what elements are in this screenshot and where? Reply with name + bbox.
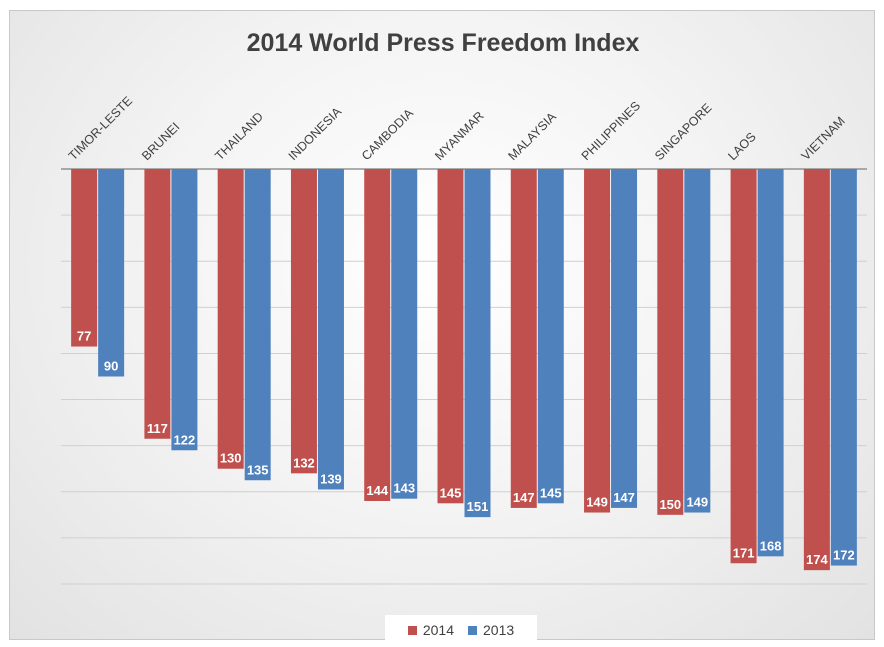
data-label-2014-laos: 171	[733, 545, 755, 560]
chart-title: 2014 World Press Freedom Index	[246, 29, 640, 57]
bar-2013-vietnam	[830, 169, 857, 566]
bar-chart: 77 90 TIMOR-LESTE 117 122 BRUNEI 130 135 THAILAN…	[61, 94, 867, 585]
bar-2013-myanmar	[464, 169, 491, 518]
data-label-2013-cambodia: 143	[393, 481, 415, 496]
bar-2013-thailand	[244, 169, 271, 481]
data-label-2013-laos: 168	[760, 538, 782, 553]
bar-2014-philippines	[584, 169, 611, 513]
category-label: SINGAPORE	[652, 101, 714, 163]
bar-2013-timor-leste	[98, 169, 125, 377]
legend-label-2013: 2013	[483, 622, 515, 638]
data-label-2014-indonesia: 132	[293, 455, 315, 470]
legend: 2014 2013	[385, 615, 537, 645]
bar-2013-laos	[757, 169, 784, 557]
data-label-2014-vietnam: 174	[806, 552, 828, 567]
chart-frame: 2014 World Press Freedom Index 77 90 TIMOR…	[9, 10, 875, 645]
bar-2014-laos	[730, 169, 757, 564]
data-label-2013-thailand: 135	[247, 462, 269, 477]
bar-2014-malaysia	[510, 169, 537, 508]
category-label: BRUNEI	[139, 120, 182, 163]
bar-2014-vietnam	[803, 169, 830, 571]
data-label-2014-singapore: 150	[659, 497, 681, 512]
bar-2013-singapore	[684, 169, 711, 513]
data-label-2014-philippines: 149	[586, 495, 608, 510]
category-label: MALAYSIA	[505, 109, 559, 163]
data-label-2013-singapore: 149	[686, 495, 708, 510]
bar-2014-thailand	[217, 169, 244, 469]
category-label: VIETNAM	[799, 114, 848, 163]
data-label-2014-myanmar: 145	[440, 485, 462, 500]
data-label-2013-indonesia: 139	[320, 471, 342, 486]
data-label-2014-brunei: 117	[147, 421, 168, 436]
category-label: PHILIPPINES	[579, 99, 643, 163]
legend-entry-2014: 2014	[407, 622, 454, 638]
legend-swatch-2013	[468, 625, 477, 635]
data-label-2013-brunei: 122	[174, 432, 196, 447]
data-label-2013-malaysia: 145	[540, 485, 562, 500]
bar-2013-philippines	[611, 169, 638, 508]
legend-label-2014: 2014	[422, 622, 454, 638]
bar-2014-brunei	[144, 169, 171, 439]
bar-2014-singapore	[657, 169, 684, 515]
bar-2014-indonesia	[290, 169, 317, 474]
bar-2013-cambodia	[391, 169, 418, 499]
category-label: CAMBODIA	[359, 106, 417, 164]
data-label-2014-cambodia: 144	[366, 483, 388, 498]
bar-2013-brunei	[171, 169, 198, 451]
bar-2014-timor-leste	[71, 169, 98, 347]
category-label: THAILAND	[212, 110, 266, 164]
data-label-2014-timor-leste: 77	[77, 329, 91, 344]
data-label-2014-malaysia: 147	[513, 490, 535, 505]
legend-swatch-2014	[407, 625, 417, 635]
data-label-2013-philippines: 147	[613, 490, 635, 505]
category-label: INDONESIA	[286, 104, 345, 163]
bar-2014-cambodia	[364, 169, 391, 501]
bar-2013-malaysia	[537, 169, 564, 504]
data-label-2013-myanmar: 151	[467, 499, 489, 514]
legend-entry-2013: 2013	[468, 622, 514, 638]
data-label-2014-thailand: 130	[220, 451, 242, 466]
data-label-2013-vietnam: 172	[833, 548, 855, 563]
category-label: MYANMAR	[432, 109, 486, 163]
bar-2013-indonesia	[317, 169, 344, 490]
data-label-2013-timor-leste: 90	[104, 359, 118, 374]
bar-2014-myanmar	[437, 169, 464, 504]
category-label: TIMOR-LESTE	[66, 94, 135, 163]
category-label: LAOS	[725, 130, 758, 163]
